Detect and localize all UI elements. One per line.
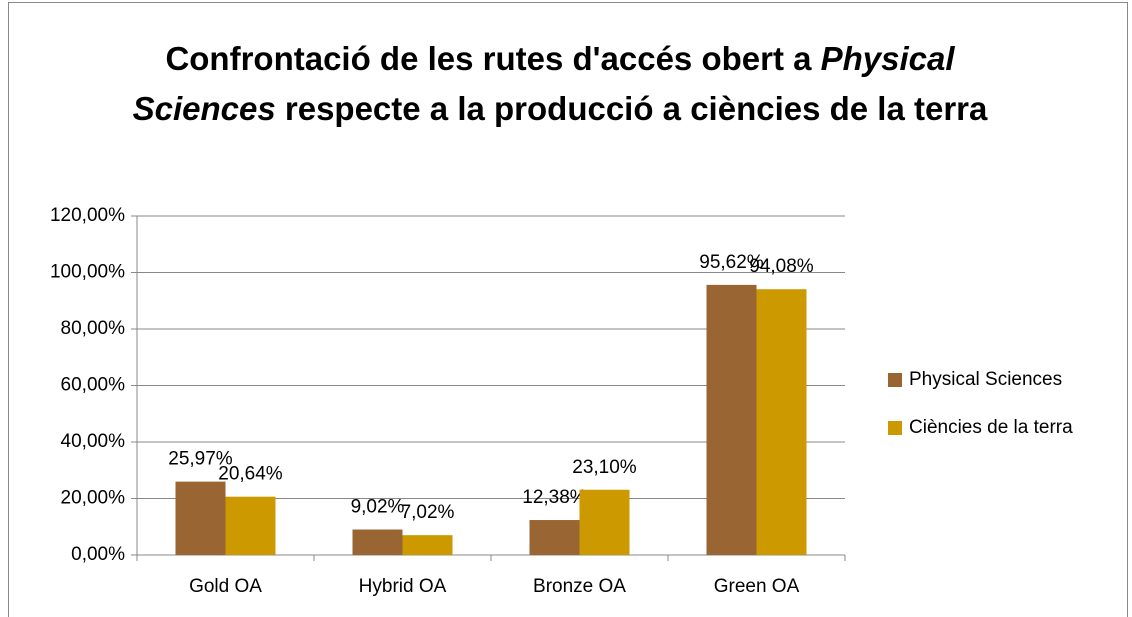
y-tick-label: 40,00% [61, 431, 126, 452]
bar [706, 284, 757, 555]
chart-title: Confrontació de les rutes d'accés obert … [110, 34, 1010, 134]
bar [352, 529, 403, 555]
y-tick-label: 80,00% [61, 318, 126, 339]
x-tick-label: Green OA [714, 576, 800, 597]
x-tick-label: Hybrid OA [359, 576, 447, 597]
bar [402, 535, 453, 555]
y-tick-label: 100,00% [50, 262, 125, 283]
bar [579, 489, 630, 555]
y-tick-label: 60,00% [61, 375, 126, 396]
data-label: 25,97% [168, 449, 233, 470]
data-label: 12,38% [522, 487, 587, 508]
legend-swatch [888, 373, 902, 387]
x-tick-label: Bronze OA [533, 576, 626, 597]
x-tick-label: Gold OA [189, 576, 262, 597]
chart-frame [8, 2, 1128, 617]
legend-swatch [888, 421, 902, 435]
bar [529, 520, 580, 555]
y-tick-label: 120,00% [50, 205, 125, 226]
legend-label: Physical Sciences [909, 369, 1062, 390]
legend-label: Ciències de la terra [909, 417, 1073, 438]
data-label: 23,10% [572, 457, 637, 478]
data-label: 95,62% [699, 252, 764, 273]
bar [175, 481, 226, 555]
bar [225, 496, 276, 555]
title-run: Confrontació de les rutes d'accés obert … [165, 40, 821, 77]
data-label: 9,02% [351, 497, 405, 518]
title-run: respecte a la producció a ciències de la… [275, 90, 988, 127]
y-tick-label: 0,00% [71, 544, 125, 565]
data-label: 94,08% [749, 256, 814, 277]
title-run: Physical Sciences [132, 40, 955, 127]
bar [756, 289, 807, 555]
y-tick-label: 20,00% [61, 488, 126, 509]
data-label: 7,02% [401, 502, 455, 523]
data-label: 20,64% [218, 464, 283, 485]
